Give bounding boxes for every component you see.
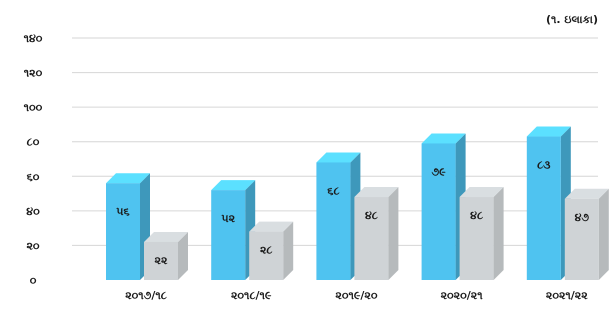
bar-side xyxy=(598,188,609,280)
unit-label: (૧. ઇલાકા) xyxy=(546,13,598,26)
bar xyxy=(354,197,389,280)
bar-top xyxy=(526,126,571,137)
bar-side xyxy=(178,231,188,280)
bar-value-label: ૨૮ xyxy=(260,244,273,257)
x-tick-label: ૨૦૨૦/૨૧ xyxy=(441,289,484,302)
bar-side xyxy=(283,221,294,280)
bar-side xyxy=(493,187,504,280)
y-tick-label: ૨૦ xyxy=(26,239,39,252)
bar xyxy=(316,162,351,280)
y-tick-label: ૬૦ xyxy=(27,170,40,183)
bar-side xyxy=(388,187,399,280)
bars xyxy=(106,126,609,281)
bar-value-label: ૬૮ xyxy=(327,184,339,197)
bar-top xyxy=(421,133,466,144)
y-tick-label: ૧૪૦ xyxy=(24,32,43,45)
bar-value-label: ૪૭ xyxy=(575,211,590,224)
bar xyxy=(106,183,140,280)
y-tick-label: ૪૦ xyxy=(26,205,40,218)
y-tick-label: ૧૦૦ xyxy=(24,101,43,114)
bar-top xyxy=(564,188,609,199)
y-tick-label: ૧૨૦ xyxy=(24,67,43,80)
bar xyxy=(211,190,246,280)
y-tick-label: ૮૦ xyxy=(27,136,40,149)
bar xyxy=(526,136,561,280)
labels: ૦ ૨૦ ૪૦ ૬૦ ૮૦ ૧૦૦ ૧૨૦ ૧૪૦ ૫૬ ૨૨ ૨૦૧૭/૧૮ ૫૨ ૨૮ ૨૦૧૮/૧૯… xyxy=(24,32,590,302)
bar-value-label: ૪૮ xyxy=(470,209,483,222)
bar-value-label: ૪૮ xyxy=(365,209,378,222)
bar-value-label: ૭૯ xyxy=(432,165,447,178)
y-tick-label: ૦ xyxy=(30,274,37,287)
bar xyxy=(144,241,178,280)
bar-value-label: ૫૨ xyxy=(221,212,235,225)
bar xyxy=(564,198,599,280)
bar-top xyxy=(459,187,504,198)
x-tick-label: ૨૦૧૭/૧૮ xyxy=(125,289,167,302)
bar-top xyxy=(316,152,361,163)
bar-top xyxy=(106,173,150,184)
x-tick-label: ૨૦૨૧/૨૨ xyxy=(546,289,588,302)
bar xyxy=(421,143,456,280)
bar-value-label: ૫૬ xyxy=(116,205,129,218)
bar-value-label: ૮૩ xyxy=(537,159,551,172)
bar xyxy=(459,197,494,280)
x-tick-label: ૨૦૧૮/૧૯ xyxy=(231,289,272,302)
bar-top xyxy=(211,180,256,191)
x-tick-label: ૨૦૧૯/૨૦ xyxy=(335,289,377,302)
bar xyxy=(249,231,284,280)
bar-value-label: ૨૨ xyxy=(155,254,168,267)
bar-top xyxy=(354,187,399,198)
bar-top xyxy=(144,231,188,242)
bar-top xyxy=(249,221,294,232)
